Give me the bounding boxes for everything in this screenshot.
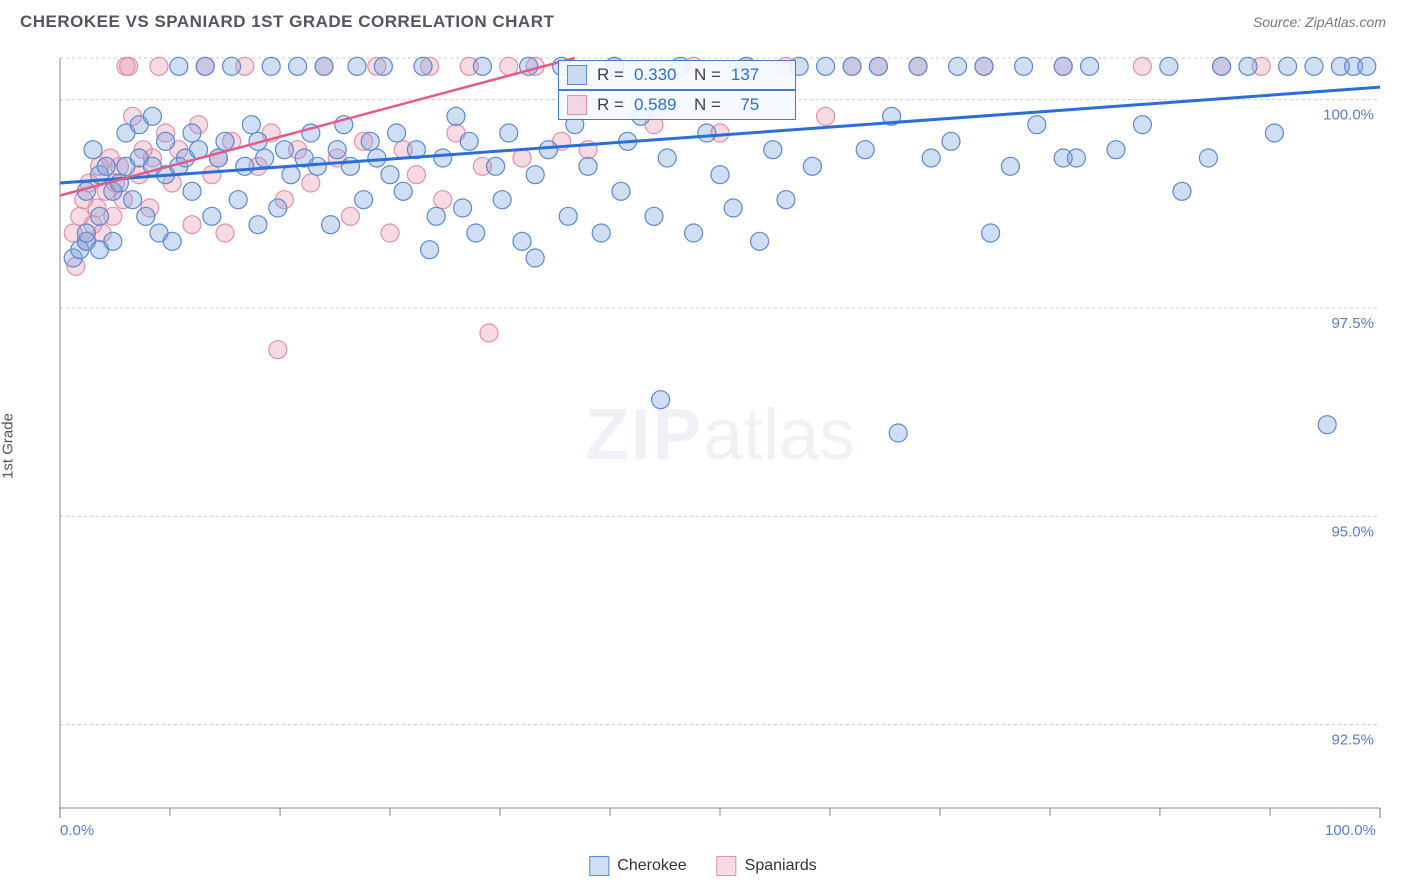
- svg-text:95.0%: 95.0%: [1331, 523, 1374, 540]
- stat-box: R = 0.589 N = 75: [558, 90, 796, 120]
- bottom-legend: Cherokee Spaniards: [589, 856, 816, 876]
- legend-swatch-icon: [567, 95, 587, 115]
- source-prefix: Source:: [1253, 14, 1301, 30]
- r-value: 0.330: [634, 65, 684, 85]
- legend-swatch-icon: [589, 856, 609, 876]
- source-label: Source: ZipAtlas.com: [1253, 14, 1386, 30]
- svg-text:97.5%: 97.5%: [1331, 315, 1374, 332]
- y-axis-label: 1st Grade: [0, 413, 17, 479]
- legend-swatch-icon: [567, 65, 587, 85]
- r-label: R =: [597, 65, 624, 85]
- chart-area: ZIPatlas 92.5%95.0%97.5%100.0%: [50, 48, 1390, 838]
- svg-text:100.0%: 100.0%: [1323, 107, 1374, 124]
- source-name: ZipAtlas.com: [1305, 14, 1386, 30]
- scatter-chart-svg: 92.5% 95.0% 97.5% 100.0%: [50, 48, 1390, 838]
- chart-header: CHEROKEE VS SPANIARD 1ST GRADE CORRELATI…: [20, 12, 1386, 32]
- legend-label: Spaniards: [745, 857, 817, 875]
- r-label: R =: [597, 95, 624, 115]
- n-label: N =: [694, 65, 721, 85]
- svg-text:92.5%: 92.5%: [1331, 732, 1374, 749]
- x-axis-label-right: 100.0%: [1325, 822, 1376, 839]
- r-value: 0.589: [634, 95, 684, 115]
- stat-box: R = 0.330 N = 137: [558, 60, 796, 90]
- n-value: 137: [731, 65, 781, 85]
- legend-item: Cherokee: [589, 856, 686, 876]
- n-value: 75: [731, 95, 781, 115]
- n-label: N =: [694, 95, 721, 115]
- legend-item: Spaniards: [717, 856, 817, 876]
- legend-swatch-icon: [717, 856, 737, 876]
- legend-label: Cherokee: [617, 857, 686, 875]
- chart-title: CHEROKEE VS SPANIARD 1ST GRADE CORRELATI…: [20, 12, 554, 32]
- x-axis-label-left: 0.0%: [60, 822, 94, 839]
